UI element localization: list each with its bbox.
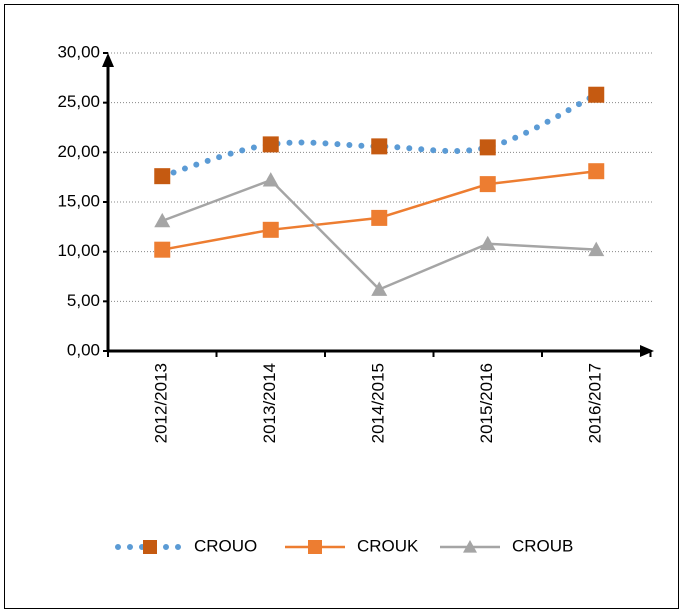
y-tick-label: 20,00 <box>57 142 100 161</box>
x-tick-label: 2012/2013 <box>152 363 171 443</box>
legend-label: CROUB <box>512 536 573 555</box>
legend-label: CROUO <box>194 536 257 555</box>
legend-marker <box>463 540 477 553</box>
y-tick-label: 30,00 <box>57 42 100 61</box>
data-point <box>262 221 279 238</box>
y-axis-arrow <box>102 53 114 67</box>
y-tick-label: 5,00 <box>67 291 100 310</box>
data-point <box>588 86 605 103</box>
y-tick-label: 15,00 <box>57 191 100 210</box>
data-point <box>371 281 388 296</box>
x-tick-label: 2015/2016 <box>477 363 496 443</box>
data-point <box>262 172 279 187</box>
data-point <box>371 138 388 155</box>
legend-marker <box>308 540 322 554</box>
y-tick-label: 25,00 <box>57 92 100 111</box>
data-point <box>479 139 496 156</box>
x-axis-arrow <box>640 345 654 357</box>
data-point <box>479 235 496 251</box>
data-point <box>588 163 605 180</box>
data-point <box>154 212 171 228</box>
data-point <box>154 241 171 258</box>
legend-label: CROUK <box>357 536 419 555</box>
data-point <box>588 241 605 257</box>
data-point <box>262 136 279 153</box>
y-tick-label: 0,00 <box>67 340 100 359</box>
x-tick-label: 2014/2015 <box>369 363 388 443</box>
x-tick-label: 2016/2017 <box>586 363 605 443</box>
data-point <box>479 176 496 193</box>
data-point <box>371 209 388 226</box>
y-tick-label: 10,00 <box>57 241 100 260</box>
legend-marker <box>143 540 157 554</box>
x-tick-label: 2013/2014 <box>260 363 279 443</box>
data-point <box>154 168 171 185</box>
chart-border <box>4 4 679 609</box>
